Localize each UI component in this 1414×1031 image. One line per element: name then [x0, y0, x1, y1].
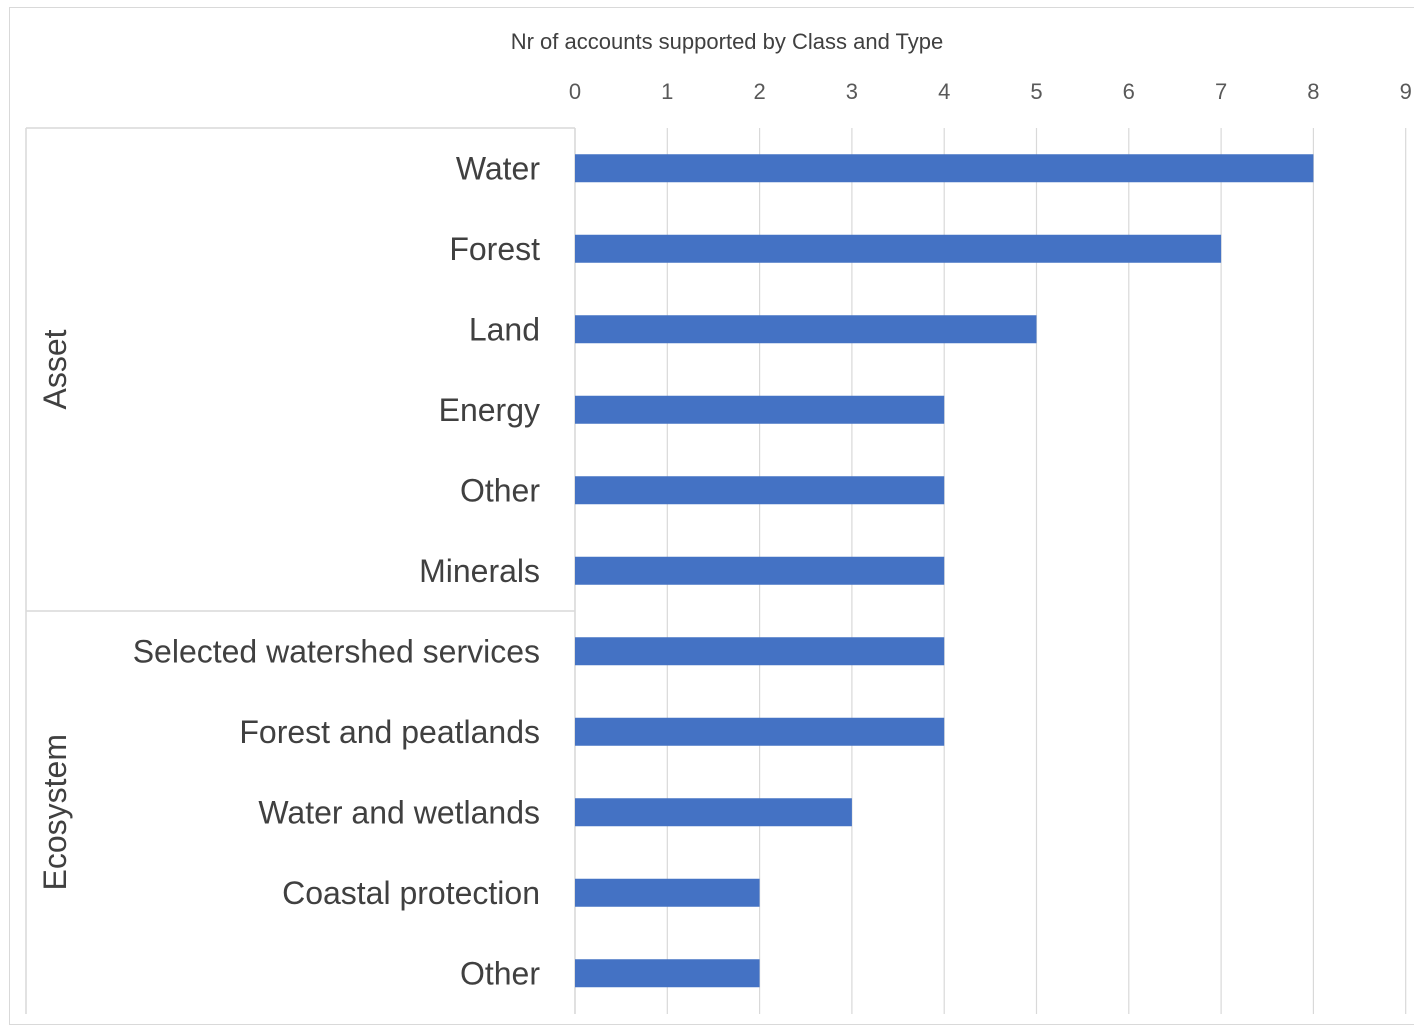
- category-label: Minerals: [419, 553, 540, 589]
- category-label: Forest and peatlands: [239, 714, 540, 750]
- bar: [575, 798, 852, 827]
- bar: [575, 637, 945, 666]
- chart-frame: [9, 7, 1414, 1025]
- bar: [575, 717, 945, 746]
- bar: [575, 395, 945, 424]
- x-tick-labels: 0 1 2 3 4 5 6 7 8 9: [569, 79, 1412, 104]
- bar: [575, 959, 760, 988]
- chart-title: Nr of accounts supported by Class and Ty…: [511, 29, 944, 54]
- bar: [575, 234, 1222, 263]
- group-label: Ecosystem: [37, 734, 73, 890]
- x-tick-label: 9: [1400, 79, 1412, 104]
- category-label: Water and wetlands: [258, 794, 540, 830]
- category-labels: Water Forest Land Energy Other Minerals Select…: [133, 150, 541, 991]
- category-label: Land: [469, 311, 540, 347]
- category-label: Forest: [449, 231, 540, 267]
- x-tick-label: 4: [938, 79, 950, 104]
- group-label: Asset: [37, 329, 73, 409]
- x-tick-label: 6: [1123, 79, 1135, 104]
- x-tick-label: 7: [1215, 79, 1227, 104]
- bar: [575, 476, 945, 505]
- bar: [575, 154, 1314, 183]
- category-label: Energy: [439, 392, 540, 428]
- group-labels: Asset Ecosystem: [37, 329, 73, 890]
- bars: [575, 154, 1314, 988]
- bar: [575, 315, 1037, 344]
- x-tick-label: 5: [1030, 79, 1042, 104]
- category-label: Other: [460, 472, 540, 508]
- bar: [575, 878, 760, 907]
- x-tick-label: 0: [569, 79, 581, 104]
- category-label: Other: [460, 955, 540, 991]
- category-label: Coastal protection: [282, 875, 540, 911]
- x-tick-label: 8: [1307, 79, 1319, 104]
- category-label: Selected watershed services: [133, 633, 540, 669]
- bar: [575, 556, 945, 585]
- category-label: Water: [456, 150, 541, 186]
- x-tick-label: 1: [661, 79, 673, 104]
- x-tick-label: 3: [846, 79, 858, 104]
- x-tick-label: 2: [753, 79, 765, 104]
